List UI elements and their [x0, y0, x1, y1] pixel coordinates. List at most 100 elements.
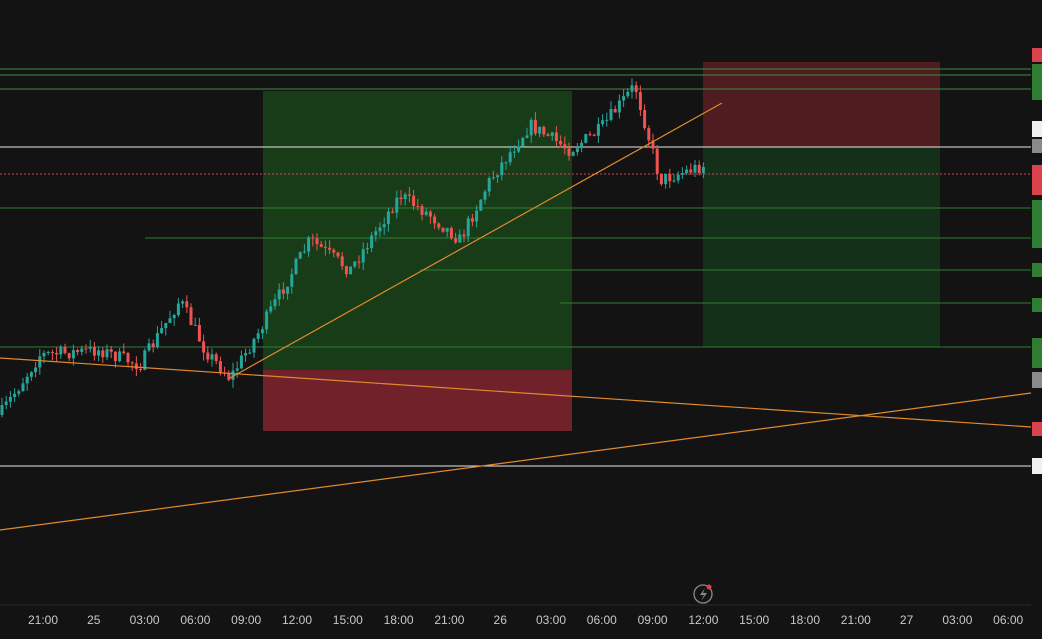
candle-body: [554, 132, 558, 142]
candle-body: [689, 169, 693, 173]
candle-body: [34, 367, 38, 373]
candle-body: [454, 238, 458, 243]
candle-body: [391, 211, 395, 213]
candle-body: [479, 199, 483, 211]
candle-body: [643, 109, 647, 129]
candle-body: [189, 307, 193, 325]
candle-body: [458, 234, 462, 243]
candle-body: [92, 347, 96, 356]
candle-body: [336, 252, 340, 257]
candle-body: [248, 352, 252, 354]
marker: [1032, 139, 1042, 153]
candle-body: [483, 191, 487, 200]
candle-body: [160, 328, 164, 334]
candle-body: [571, 152, 575, 156]
candle-body: [55, 352, 59, 355]
candle-body: [76, 350, 80, 353]
candle-body: [361, 249, 365, 263]
candle-body: [67, 353, 71, 359]
candle-body: [567, 148, 571, 156]
candle-body: [172, 315, 176, 319]
candle-body: [38, 356, 42, 368]
time-label: 25: [87, 613, 101, 627]
candle-body: [147, 343, 151, 351]
time-label: 09:00: [638, 613, 668, 627]
time-label: 21:00: [434, 613, 464, 627]
marker: [1032, 121, 1042, 137]
candle-body: [601, 120, 605, 125]
candle-body: [50, 351, 54, 353]
candle-body: [638, 92, 642, 110]
time-label: 03:00: [942, 613, 972, 627]
time-label: 06:00: [180, 613, 210, 627]
candle-body: [286, 286, 290, 294]
candle-body: [63, 347, 67, 354]
candle-body: [475, 210, 479, 222]
candle-body: [59, 347, 63, 355]
candle-body: [655, 148, 659, 174]
candle-body: [17, 391, 21, 394]
candle-body: [651, 140, 655, 149]
trend-line: [229, 102, 723, 379]
candle-body: [328, 247, 332, 250]
marker: [1032, 338, 1042, 368]
candle-body: [386, 211, 390, 225]
candle-body: [428, 211, 432, 217]
candle-body: [311, 237, 315, 239]
candle-body: [4, 401, 8, 406]
candle-body: [340, 256, 344, 267]
candle-body: [181, 301, 185, 304]
time-label: 21:00: [28, 613, 58, 627]
long-profit-zone: [263, 91, 572, 370]
candle-body: [470, 218, 474, 222]
candle-body: [634, 85, 638, 93]
candle-body: [412, 195, 416, 206]
lightning-icon: [700, 588, 707, 601]
candle-body: [210, 354, 214, 360]
candle-body: [588, 134, 592, 136]
lightning-button[interactable]: [693, 584, 713, 604]
candle-body: [206, 352, 210, 360]
marker: [1032, 200, 1042, 248]
candle-body: [84, 348, 88, 350]
candle-body: [294, 258, 298, 275]
candle-body: [109, 349, 113, 352]
candle-body: [185, 301, 189, 308]
time-label: 09:00: [231, 613, 261, 627]
marker: [1032, 422, 1042, 436]
candle-body: [701, 166, 705, 174]
candle-body: [353, 261, 357, 267]
candle-body: [281, 289, 285, 294]
marker: [1032, 298, 1042, 312]
time-label: 12:00: [688, 613, 718, 627]
candle-body: [80, 348, 84, 353]
candle-body: [416, 205, 420, 207]
candle-body: [365, 248, 369, 250]
candle-body: [395, 197, 399, 213]
marker: [1032, 48, 1042, 62]
short-stop-zone: [703, 62, 940, 147]
candle-body: [668, 173, 672, 182]
candle-body: [403, 194, 407, 199]
candle-body: [256, 333, 260, 339]
candle-body: [42, 352, 46, 357]
candle-body: [374, 231, 378, 236]
candle-body: [605, 119, 609, 121]
candle-body: [252, 338, 256, 353]
candle-body: [630, 85, 634, 92]
marker: [1032, 263, 1042, 277]
candle-body: [445, 227, 449, 232]
candle-body: [21, 383, 25, 392]
candle-body: [88, 347, 92, 349]
candle-body: [155, 333, 159, 347]
candle-body: [580, 142, 584, 149]
trend-line: [0, 392, 1032, 531]
candle-body: [433, 216, 437, 224]
candle-body: [437, 223, 441, 228]
candle-body: [546, 134, 550, 136]
time-label: 12:00: [282, 613, 312, 627]
time-label: 15:00: [333, 613, 363, 627]
candle-body: [134, 363, 138, 370]
candle-body: [697, 164, 701, 174]
